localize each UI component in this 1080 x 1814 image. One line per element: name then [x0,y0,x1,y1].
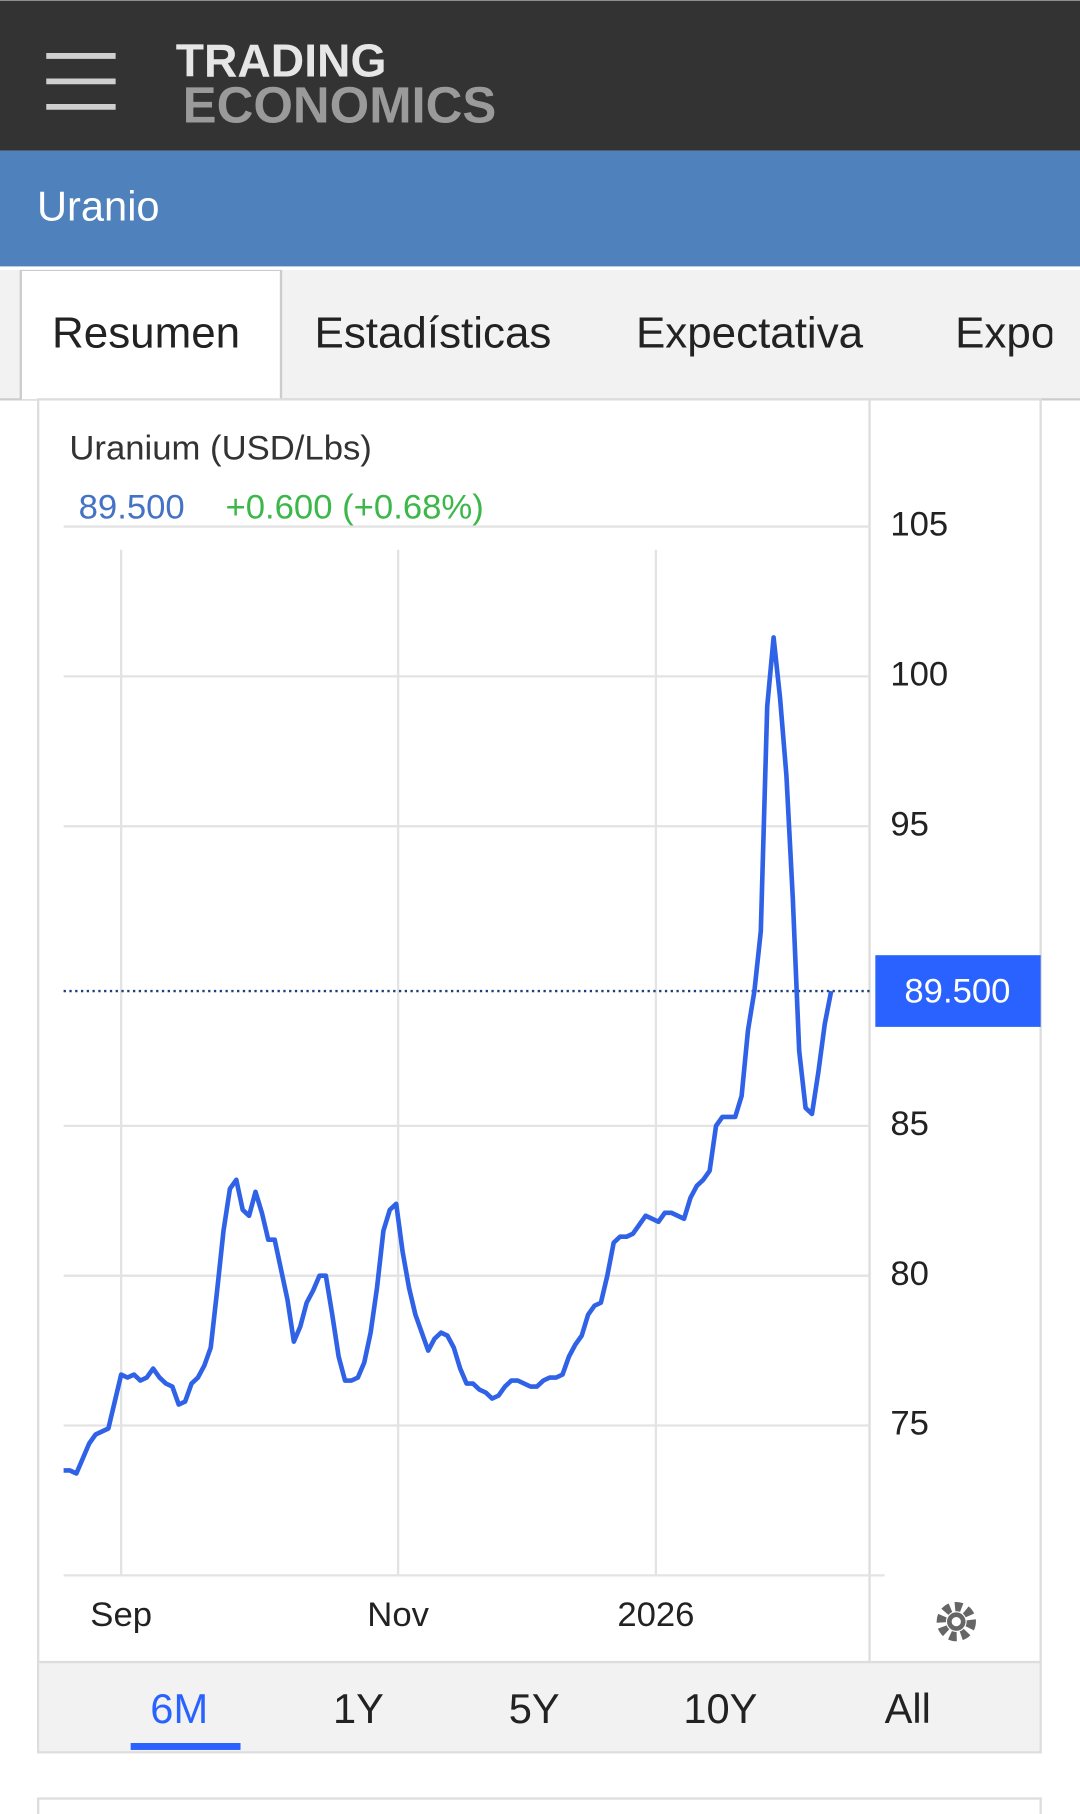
price: 89.500 [79,488,185,526]
x-tick-label: 2026 [617,1596,694,1634]
x-tick-label: Nov [367,1596,429,1634]
top-bar [0,0,1080,151]
page-title: Uranio [37,183,160,230]
range-button[interactable]: 6M [150,1685,208,1732]
y-tick-label: 80 [890,1255,929,1293]
chart-title: Uranium (USD/Lbs) [69,429,371,467]
logo-bottom[interactable]: ECONOMICS [183,77,497,134]
tab[interactable]: Expo [955,308,1055,357]
last-price-box [875,955,1041,1027]
chart-card [37,398,1042,1754]
range-underline [130,1743,241,1750]
title-bar [0,150,1080,267]
gear-hole [947,1612,966,1631]
price-line [63,635,834,1476]
tab[interactable]: Expectativa [636,308,864,357]
y-tick-label: 95 [890,805,929,843]
tab[interactable]: Estadísticas [315,308,552,357]
range-button[interactable]: All [885,1685,931,1732]
active-tab [19,269,283,400]
y-tick-label: 75 [890,1405,929,1443]
range-button[interactable]: 1Y [333,1685,384,1732]
logo-top[interactable]: TRADING [176,34,387,86]
y-tick-label: 85 [890,1105,929,1143]
last-price-label: 89.500 [904,973,1010,1011]
x-tick-label: Sep [90,1596,152,1634]
y-tick-label: 100 [890,656,948,694]
settings-button[interactable] [936,1601,976,1642]
range-button[interactable]: 5Y [509,1685,560,1732]
gear-ring [936,1601,976,1642]
range-button[interactable]: 10Y [683,1685,757,1732]
tab[interactable]: Resumen [52,308,240,357]
range-bar [39,1662,1040,1752]
y-tick-label: 105 [890,506,948,544]
menu-button[interactable] [46,53,116,110]
next-card [37,1797,1042,1814]
price-change: +0.600 (+0.68%) [225,488,483,526]
